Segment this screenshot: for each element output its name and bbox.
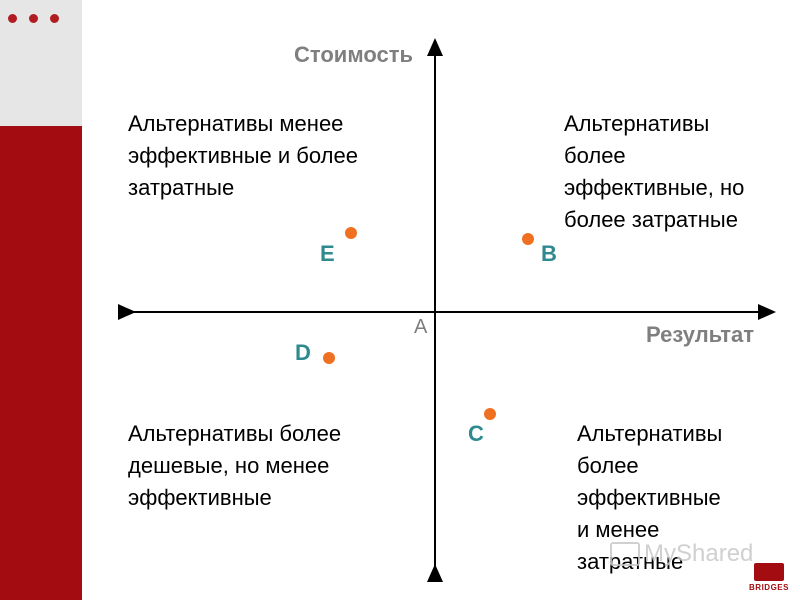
quadrant-line: и менее (577, 517, 660, 542)
x-axis-label: Результат (646, 322, 755, 347)
menu-dots-icon[interactable] (8, 14, 59, 23)
quadrant-line: Альтернативы более (128, 421, 342, 446)
point-d-label: D (295, 340, 311, 365)
quadrant-line: Альтернативы (577, 421, 723, 446)
point-d-marker (323, 352, 335, 364)
bridges-logo-icon (754, 563, 784, 581)
sidebar-bottom-panel (0, 126, 82, 600)
quadrant-line: Альтернативы (564, 111, 710, 136)
quadrant-line: Альтернативы менее (128, 111, 344, 136)
quadrant-top-left-text: Альтернативы менее эффективные и более з… (128, 108, 358, 204)
quadrant-line: более затратные (564, 207, 738, 232)
quadrant-line: эффективные, но (564, 175, 745, 200)
quadrant-bottom-right-text: Альтернативы более эффективные и менее з… (577, 418, 722, 578)
point-c-marker (484, 408, 496, 420)
y-axis-label: Стоимость (294, 42, 414, 67)
quadrant-line: затратные (577, 549, 684, 574)
brand-text: BRIDGES (749, 583, 789, 592)
point-c-label: C (468, 421, 484, 446)
quadrant-line: эффективные и более (128, 143, 358, 168)
point-e-marker (345, 227, 357, 239)
point-b-marker (522, 233, 534, 245)
point-e-label: E (320, 241, 335, 266)
brand-logo: BRIDGES (744, 563, 794, 592)
watermark-text: MyShared (644, 540, 754, 567)
quadrant-bottom-left-text: Альтернативы более дешевые, но менее эфф… (128, 418, 341, 514)
quadrant-line: более (577, 453, 639, 478)
quadrant-line: дешевые, но менее (128, 453, 330, 478)
quadrant-line: более (564, 143, 626, 168)
watermark: MyShared (610, 540, 753, 568)
point-b-label: B (541, 241, 557, 266)
quadrant-line: эффективные (128, 485, 272, 510)
quadrant-line: затратные (128, 175, 235, 200)
quadrant-line: эффективные (577, 485, 721, 510)
quadrant-top-right-text: Альтернативы более эффективные, но более… (564, 108, 744, 236)
origin-label: A (414, 316, 428, 338)
sidebar-top-panel (0, 0, 82, 126)
presentation-icon (610, 542, 640, 566)
